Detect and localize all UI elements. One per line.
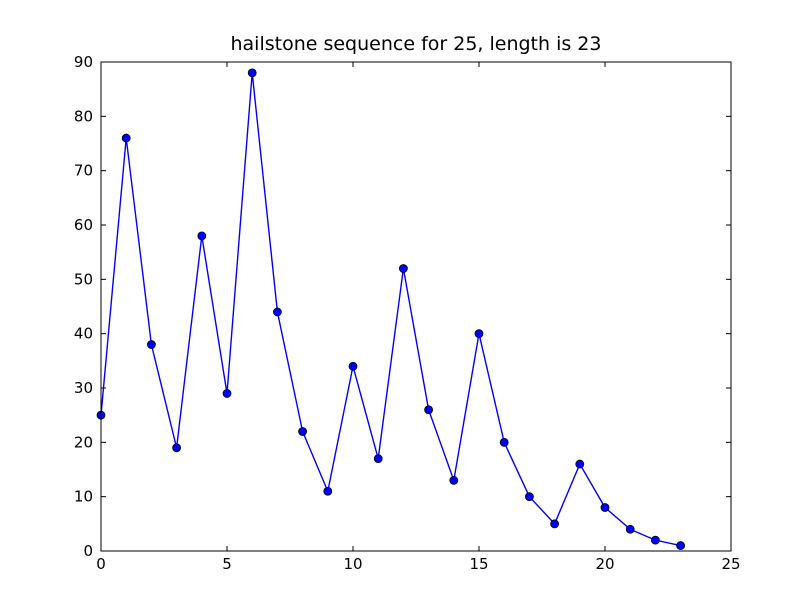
y-tick-label: 10 [74, 488, 93, 506]
data-point [575, 459, 585, 469]
data-point [222, 389, 232, 398]
data-point [550, 519, 559, 529]
x-tick-label: 25 [721, 555, 740, 573]
data-point [676, 541, 685, 550]
data-point [121, 133, 131, 143]
x-tick-label: 20 [595, 555, 614, 573]
y-tick-label: 60 [74, 216, 93, 234]
tick-group: 0 5 10 15 20 25 0 10 20 30 40 50 60 70 80 90 [74, 53, 741, 573]
data-point [373, 454, 383, 464]
data-point [298, 427, 308, 436]
y-tick-label: 20 [74, 433, 93, 451]
y-tick-label: 90 [74, 53, 93, 71]
series-line [100, 72, 681, 547]
data-point [247, 68, 257, 78]
data-point [525, 492, 534, 502]
x-tick-label: 15 [469, 555, 488, 573]
data-point [499, 437, 509, 447]
data-point [474, 329, 484, 339]
data-point [272, 307, 282, 317]
plot-area [101, 62, 731, 551]
data-point [172, 443, 182, 453]
data-point [600, 503, 610, 512]
x-tick-label: 5 [222, 555, 232, 573]
x-tick-label: 0 [96, 555, 106, 573]
series-group [96, 68, 685, 550]
plot-frame [100, 61, 732, 552]
x-tick-label: 10 [343, 555, 362, 573]
data-point [424, 405, 434, 415]
y-tick-label: 0 [83, 542, 93, 560]
y-tick-label: 70 [74, 162, 93, 180]
data-point [651, 535, 660, 545]
data-point [398, 264, 408, 273]
data-point [323, 486, 333, 496]
data-point [625, 524, 635, 534]
data-point [449, 475, 459, 485]
data-point [348, 361, 358, 371]
y-tick-label: 40 [74, 325, 93, 343]
chart-title: hailstone sequence for 25, length is 23 [230, 33, 601, 55]
data-point [146, 340, 156, 349]
y-tick-label: 80 [74, 107, 93, 125]
y-tick-label: 30 [74, 379, 93, 397]
y-tick-label: 50 [74, 270, 93, 288]
data-point [197, 231, 207, 241]
